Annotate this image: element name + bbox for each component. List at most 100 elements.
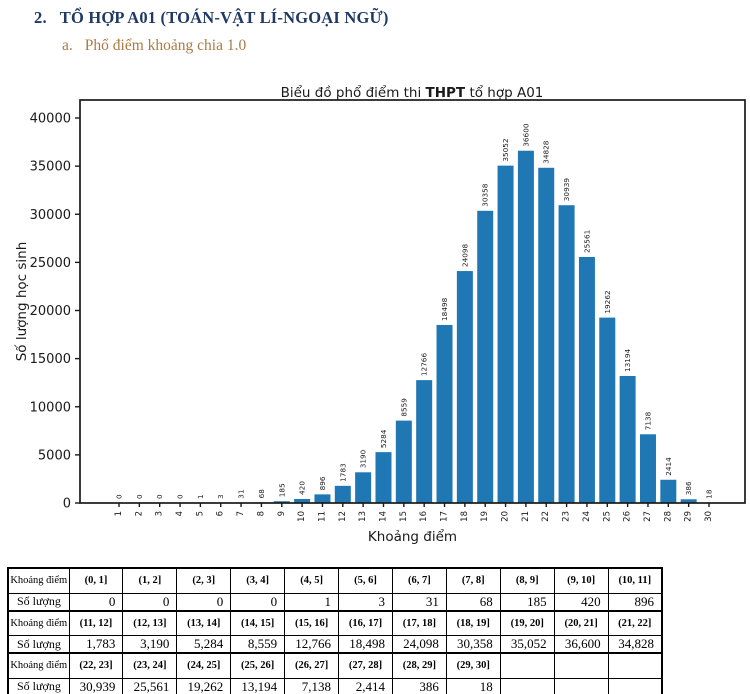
- score-range-cell: (23, 24]: [122, 652, 178, 679]
- x-tick-label: 25: [602, 511, 612, 522]
- y-tick-label: 10000: [30, 400, 71, 415]
- row-header: Khoảng điểm: [7, 610, 70, 636]
- score-range-cell: (5, 6]: [338, 567, 393, 594]
- row-header: Số lượng: [7, 592, 70, 612]
- bar: [660, 479, 677, 503]
- y-tick-label: 15000: [30, 352, 71, 367]
- y-tick-label: 25000: [30, 256, 71, 271]
- score-range-cell: (20, 21]: [553, 610, 609, 636]
- score-range-cell: (10, 11]: [607, 567, 663, 594]
- score-range-cell: (25, 26]: [230, 652, 286, 679]
- x-tick-label: 28: [663, 511, 673, 522]
- bar: [619, 376, 636, 503]
- section-number: 2.: [34, 8, 47, 27]
- count-cell: 12,766: [284, 635, 340, 654]
- score-range-cell: (6, 7]: [391, 567, 447, 594]
- bar: [497, 165, 514, 503]
- table-row: Khoảng điểm (11, 12] (12, 13] (13, 14] (14, …: [7, 610, 663, 636]
- bar-value-label: 420: [298, 481, 307, 495]
- y-tick-label: 0: [63, 497, 71, 512]
- x-tick-label: 6: [216, 511, 226, 516]
- x-axis-label: Khoảng điểm: [368, 528, 457, 545]
- score-range-cell: (0, 1]: [68, 567, 124, 594]
- plot-frame: [79, 99, 746, 504]
- score-range-cell: (21, 22]: [607, 610, 663, 636]
- score-range-cell: [499, 652, 555, 679]
- bar-value-label: 30939: [562, 178, 571, 202]
- histogram-chart: Biểu đồ phổ điểm thi THPT tổ hợp A010500…: [13, 84, 746, 545]
- bar-value-label: 13194: [623, 348, 632, 372]
- bar: [334, 485, 351, 503]
- x-tick-label: 5: [195, 511, 205, 516]
- count-cell: 1,783: [68, 635, 124, 654]
- bar: [355, 472, 372, 503]
- y-tick-label: 5000: [38, 448, 71, 463]
- x-tick-label: 16: [419, 511, 429, 522]
- x-tick-label: 29: [684, 511, 694, 522]
- bar-value-label: 2414: [664, 457, 673, 476]
- x-tick-label: 27: [643, 511, 653, 522]
- bar: [436, 324, 453, 503]
- score-table: Khoảng điểm (0, 1] (1, 2] (2, 3] (3, 4] (4, 5…: [7, 567, 663, 694]
- subsection-heading: a. Phổ điểm khoảng chia 1.0: [62, 37, 246, 55]
- x-tick-label: 26: [623, 511, 633, 522]
- bar-value-label: 36600: [521, 123, 530, 147]
- bar: [517, 150, 534, 503]
- score-range-cell: (16, 17]: [338, 610, 393, 636]
- count-cell: 386: [391, 677, 447, 694]
- count-cell: 2,414: [338, 677, 393, 694]
- x-tick-label: 12: [338, 511, 348, 522]
- bar: [375, 452, 392, 503]
- count-cell: 420: [553, 592, 609, 612]
- bar: [538, 167, 555, 503]
- x-tick-label: 13: [358, 511, 368, 522]
- count-cell: 13,194: [230, 677, 286, 694]
- count-cell: [607, 677, 663, 694]
- score-range-cell: (29, 30]: [445, 652, 501, 679]
- count-cell: 185: [499, 592, 555, 612]
- score-range-cell: (19, 20]: [499, 610, 555, 636]
- count-cell: 1: [284, 592, 340, 612]
- score-range-cell: (17, 18]: [391, 610, 447, 636]
- table-row: Số lượng 0 0 0 0 1 3 31 68 185 420 896: [7, 592, 663, 612]
- count-cell: 25,561: [122, 677, 178, 694]
- bar-value-label: 12766: [420, 353, 429, 377]
- bar: [456, 271, 473, 503]
- count-cell: 3: [338, 592, 393, 612]
- bar-value-label: 1: [196, 494, 205, 499]
- count-cell: 36,600: [553, 635, 609, 654]
- bar-value-label: 0: [115, 494, 124, 499]
- bar-value-label: 18498: [440, 297, 449, 321]
- x-tick-label: 22: [541, 511, 551, 522]
- bar-value-label: 5284: [379, 429, 388, 448]
- count-cell: [553, 677, 609, 694]
- section-heading: 2. TỔ HỢP A01 (TOÁN-VẬT LÍ-NGOẠI NGỮ): [34, 8, 389, 28]
- y-axis-label: Số lượng học sinh: [13, 242, 30, 362]
- bar: [416, 380, 433, 503]
- x-tick-label: 2: [134, 511, 144, 516]
- count-cell: 34,828: [607, 635, 663, 654]
- score-range-cell: (1, 2]: [122, 567, 178, 594]
- score-range-cell: (8, 9]: [499, 567, 555, 594]
- y-tick-label: 40000: [30, 112, 71, 127]
- bar: [477, 210, 494, 503]
- x-tick-label: 23: [562, 511, 572, 522]
- x-tick-label: 18: [460, 511, 470, 522]
- score-range-cell: (26, 27]: [284, 652, 340, 679]
- count-cell: 0: [122, 592, 178, 612]
- count-cell: 0: [68, 592, 124, 612]
- count-cell: 7,138: [284, 677, 340, 694]
- y-tick-label: 20000: [30, 304, 71, 319]
- bar-value-label: 1783: [338, 463, 347, 482]
- bar: [639, 434, 656, 503]
- x-tick-label: 24: [582, 511, 592, 522]
- bar-value-label: 8559: [399, 398, 408, 417]
- score-range-cell: (4, 5]: [284, 567, 340, 594]
- count-cell: 0: [230, 592, 286, 612]
- x-tick-label: 11: [317, 511, 327, 522]
- score-range-cell: (11, 12]: [68, 610, 124, 636]
- x-tick-label: 30: [704, 511, 714, 522]
- section-title: TỔ HỢP A01 (TOÁN-VẬT LÍ-NGOẠI NGỮ): [59, 8, 389, 27]
- bar-value-label: 3190: [359, 449, 368, 468]
- score-range-cell: (18, 19]: [445, 610, 501, 636]
